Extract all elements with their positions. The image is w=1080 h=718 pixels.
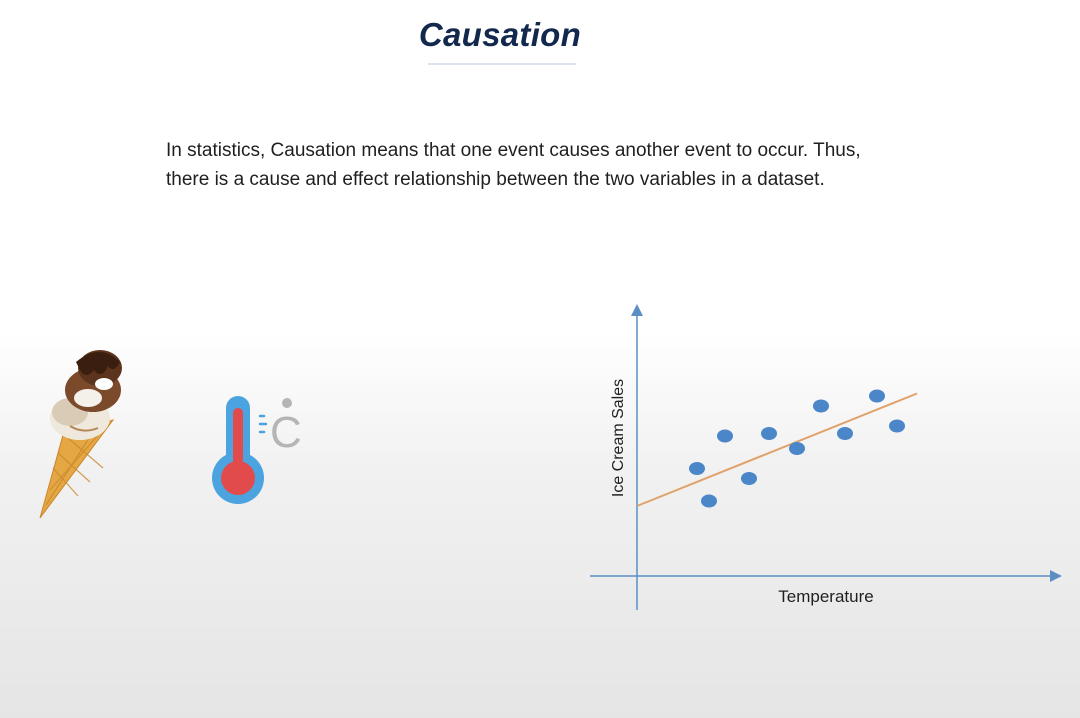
data-point bbox=[741, 472, 757, 485]
data-point bbox=[717, 429, 733, 443]
y-axis-label: Ice Cream Sales bbox=[610, 379, 627, 497]
data-point bbox=[813, 399, 829, 413]
data-point bbox=[689, 462, 705, 475]
x-axis-label: Temperature bbox=[778, 587, 873, 606]
thermometer-icon: C bbox=[212, 396, 302, 504]
data-point bbox=[701, 494, 717, 508]
title-underline bbox=[428, 63, 576, 65]
data-point bbox=[789, 442, 805, 455]
trend-line bbox=[636, 392, 918, 507]
data-point bbox=[761, 427, 777, 440]
ice-cream-cone-icon bbox=[39, 350, 122, 519]
celsius-unit-glyph: C bbox=[270, 408, 302, 457]
scatter-chart: Ice Cream Sales Temperature bbox=[590, 304, 1062, 610]
slide-title: Causation bbox=[418, 16, 582, 53]
data-point bbox=[837, 427, 853, 440]
body-text: In statistics, Causation means that one … bbox=[166, 140, 861, 190]
data-point bbox=[869, 389, 885, 403]
data-point bbox=[889, 419, 905, 433]
